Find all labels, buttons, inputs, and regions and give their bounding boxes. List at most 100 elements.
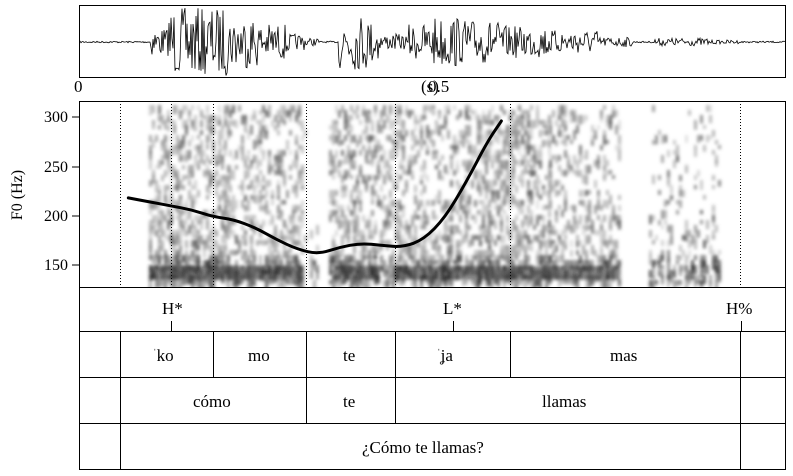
spectrogram-cell [250, 235, 253, 245]
spectrogram-cell [197, 215, 200, 223]
spectrogram-cell [591, 125, 594, 133]
spectrogram-cell [561, 130, 564, 139]
waveform [79, 8, 786, 76]
spectrogram-cell [164, 135, 167, 142]
spectrogram-cell [482, 175, 485, 185]
spectrogram-cell [194, 155, 197, 160]
spectrogram-cell [661, 250, 664, 259]
spectrogram-cell [368, 255, 371, 260]
spectrogram-cell [515, 145, 518, 151]
spectrogram-cell [408, 255, 411, 260]
spectrogram-cell [152, 255, 155, 265]
spectrogram-cell [149, 240, 152, 249]
spectrogram-cell [612, 210, 615, 215]
spectrogram-cell [542, 215, 545, 221]
spectrogram-cell [200, 155, 203, 164]
spectrogram-cell [253, 280, 256, 287]
spectrogram-cell [594, 205, 597, 214]
spectrogram-cell [524, 245, 527, 254]
spectrogram-cell [542, 120, 545, 129]
spectrogram-cell [253, 155, 256, 163]
spectrogram-cell [438, 230, 441, 240]
spectrogram-cell [450, 250, 453, 258]
spectrogram-cell [450, 200, 453, 206]
spectrogram-cell [389, 150, 392, 160]
spectrogram-cell [185, 150, 188, 160]
spectrogram-cell [316, 225, 319, 235]
spectrogram-cell [485, 205, 488, 212]
spectrogram-cell [224, 180, 227, 190]
spectrogram-cell [685, 280, 688, 288]
spectrogram-cell [423, 210, 426, 216]
spectrogram-cell [292, 105, 295, 113]
spectrogram-cell [227, 180, 230, 190]
spectrogram-cell [459, 185, 462, 191]
spectrogram-cell [512, 260, 515, 268]
spectrogram-cell [206, 155, 209, 162]
spectrogram-cell [652, 105, 655, 113]
spectrogram-cell [518, 235, 521, 242]
spectrogram-cell [167, 210, 170, 216]
spectrogram-cell [238, 185, 241, 190]
spectrogram-cell [552, 110, 555, 118]
spectrogram-cell [477, 125, 480, 131]
spectrogram-cell [173, 280, 176, 288]
spectrogram-cell [229, 185, 232, 193]
spectrogram-cell [479, 250, 482, 260]
spectrogram-cell [286, 110, 289, 118]
spectrogram-cell [503, 175, 506, 182]
spectrogram-cell [155, 250, 158, 258]
spectrogram-cell [497, 195, 500, 200]
spectrogram-cell [188, 255, 191, 261]
spectrogram-cell [206, 140, 209, 149]
spectrogram-cell [618, 260, 621, 267]
spectrogram-cell [420, 130, 423, 140]
spectrogram-cell [179, 235, 182, 245]
spectrogram-cell [555, 120, 558, 127]
spectrogram-cell [558, 205, 561, 210]
spectrogram-cell [227, 110, 230, 116]
spectrogram-cell [503, 190, 506, 195]
spectrogram-cell [485, 180, 488, 187]
spectrogram-cell [380, 265, 383, 272]
spectrogram-cell [494, 170, 497, 176]
spectrogram-cell [576, 235, 579, 240]
spectrogram-cell [158, 250, 161, 258]
spectrogram-cell [265, 135, 268, 140]
spectrogram-cell [603, 175, 606, 181]
spectrogram-cell [380, 125, 383, 134]
spectrogram-cell [395, 150, 398, 158]
spectrogram-cell [212, 125, 215, 134]
spectrogram-cell [188, 110, 191, 117]
spectrogram-cell [313, 260, 316, 266]
spectrogram-cell [423, 115, 426, 120]
spectrogram-cell [459, 230, 462, 235]
spectrogram-cell [229, 220, 232, 227]
spectrogram-cell [447, 105, 450, 112]
spectrogram-cell [456, 115, 459, 121]
spectrogram-cell [500, 255, 503, 260]
spectrogram-cell [332, 250, 335, 255]
spectrogram-cell [426, 260, 429, 268]
spectrogram-cell [259, 140, 262, 145]
spectrogram-cell [152, 105, 155, 114]
spectrogram-cell [582, 225, 585, 230]
spectrogram-cell [347, 255, 350, 263]
spectrogram-cell [247, 165, 250, 171]
spectrogram-cell [377, 200, 380, 207]
spectrogram-cell [479, 210, 482, 216]
spectrogram-cell [709, 105, 712, 113]
spectrogram-cell [521, 200, 524, 207]
spectrogram-cell [591, 245, 594, 255]
spectrogram-cell [359, 120, 362, 125]
spectrogram-cell [335, 135, 338, 144]
spectrogram-cell [482, 215, 485, 221]
spectrogram-cell [194, 235, 197, 245]
spectrogram-cell [429, 200, 432, 207]
spectrogram-cell [509, 190, 512, 196]
spectrogram-cell [227, 220, 230, 228]
spectrogram-cell [224, 190, 227, 197]
spectrogram-cell [250, 215, 253, 225]
spectrogram-cell [488, 130, 491, 135]
spectrogram-cell [667, 280, 670, 287]
